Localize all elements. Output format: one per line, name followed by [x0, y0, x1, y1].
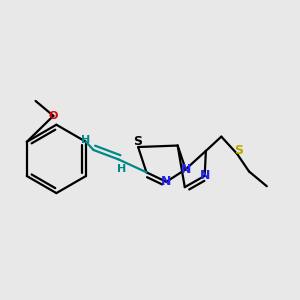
- Text: H: H: [82, 136, 91, 146]
- Text: N: N: [181, 163, 191, 176]
- Text: N: N: [161, 175, 172, 188]
- Text: N: N: [200, 169, 210, 182]
- Text: O: O: [49, 111, 58, 121]
- Text: H: H: [117, 164, 126, 174]
- Text: S: S: [133, 135, 142, 148]
- Text: S: S: [234, 144, 243, 157]
